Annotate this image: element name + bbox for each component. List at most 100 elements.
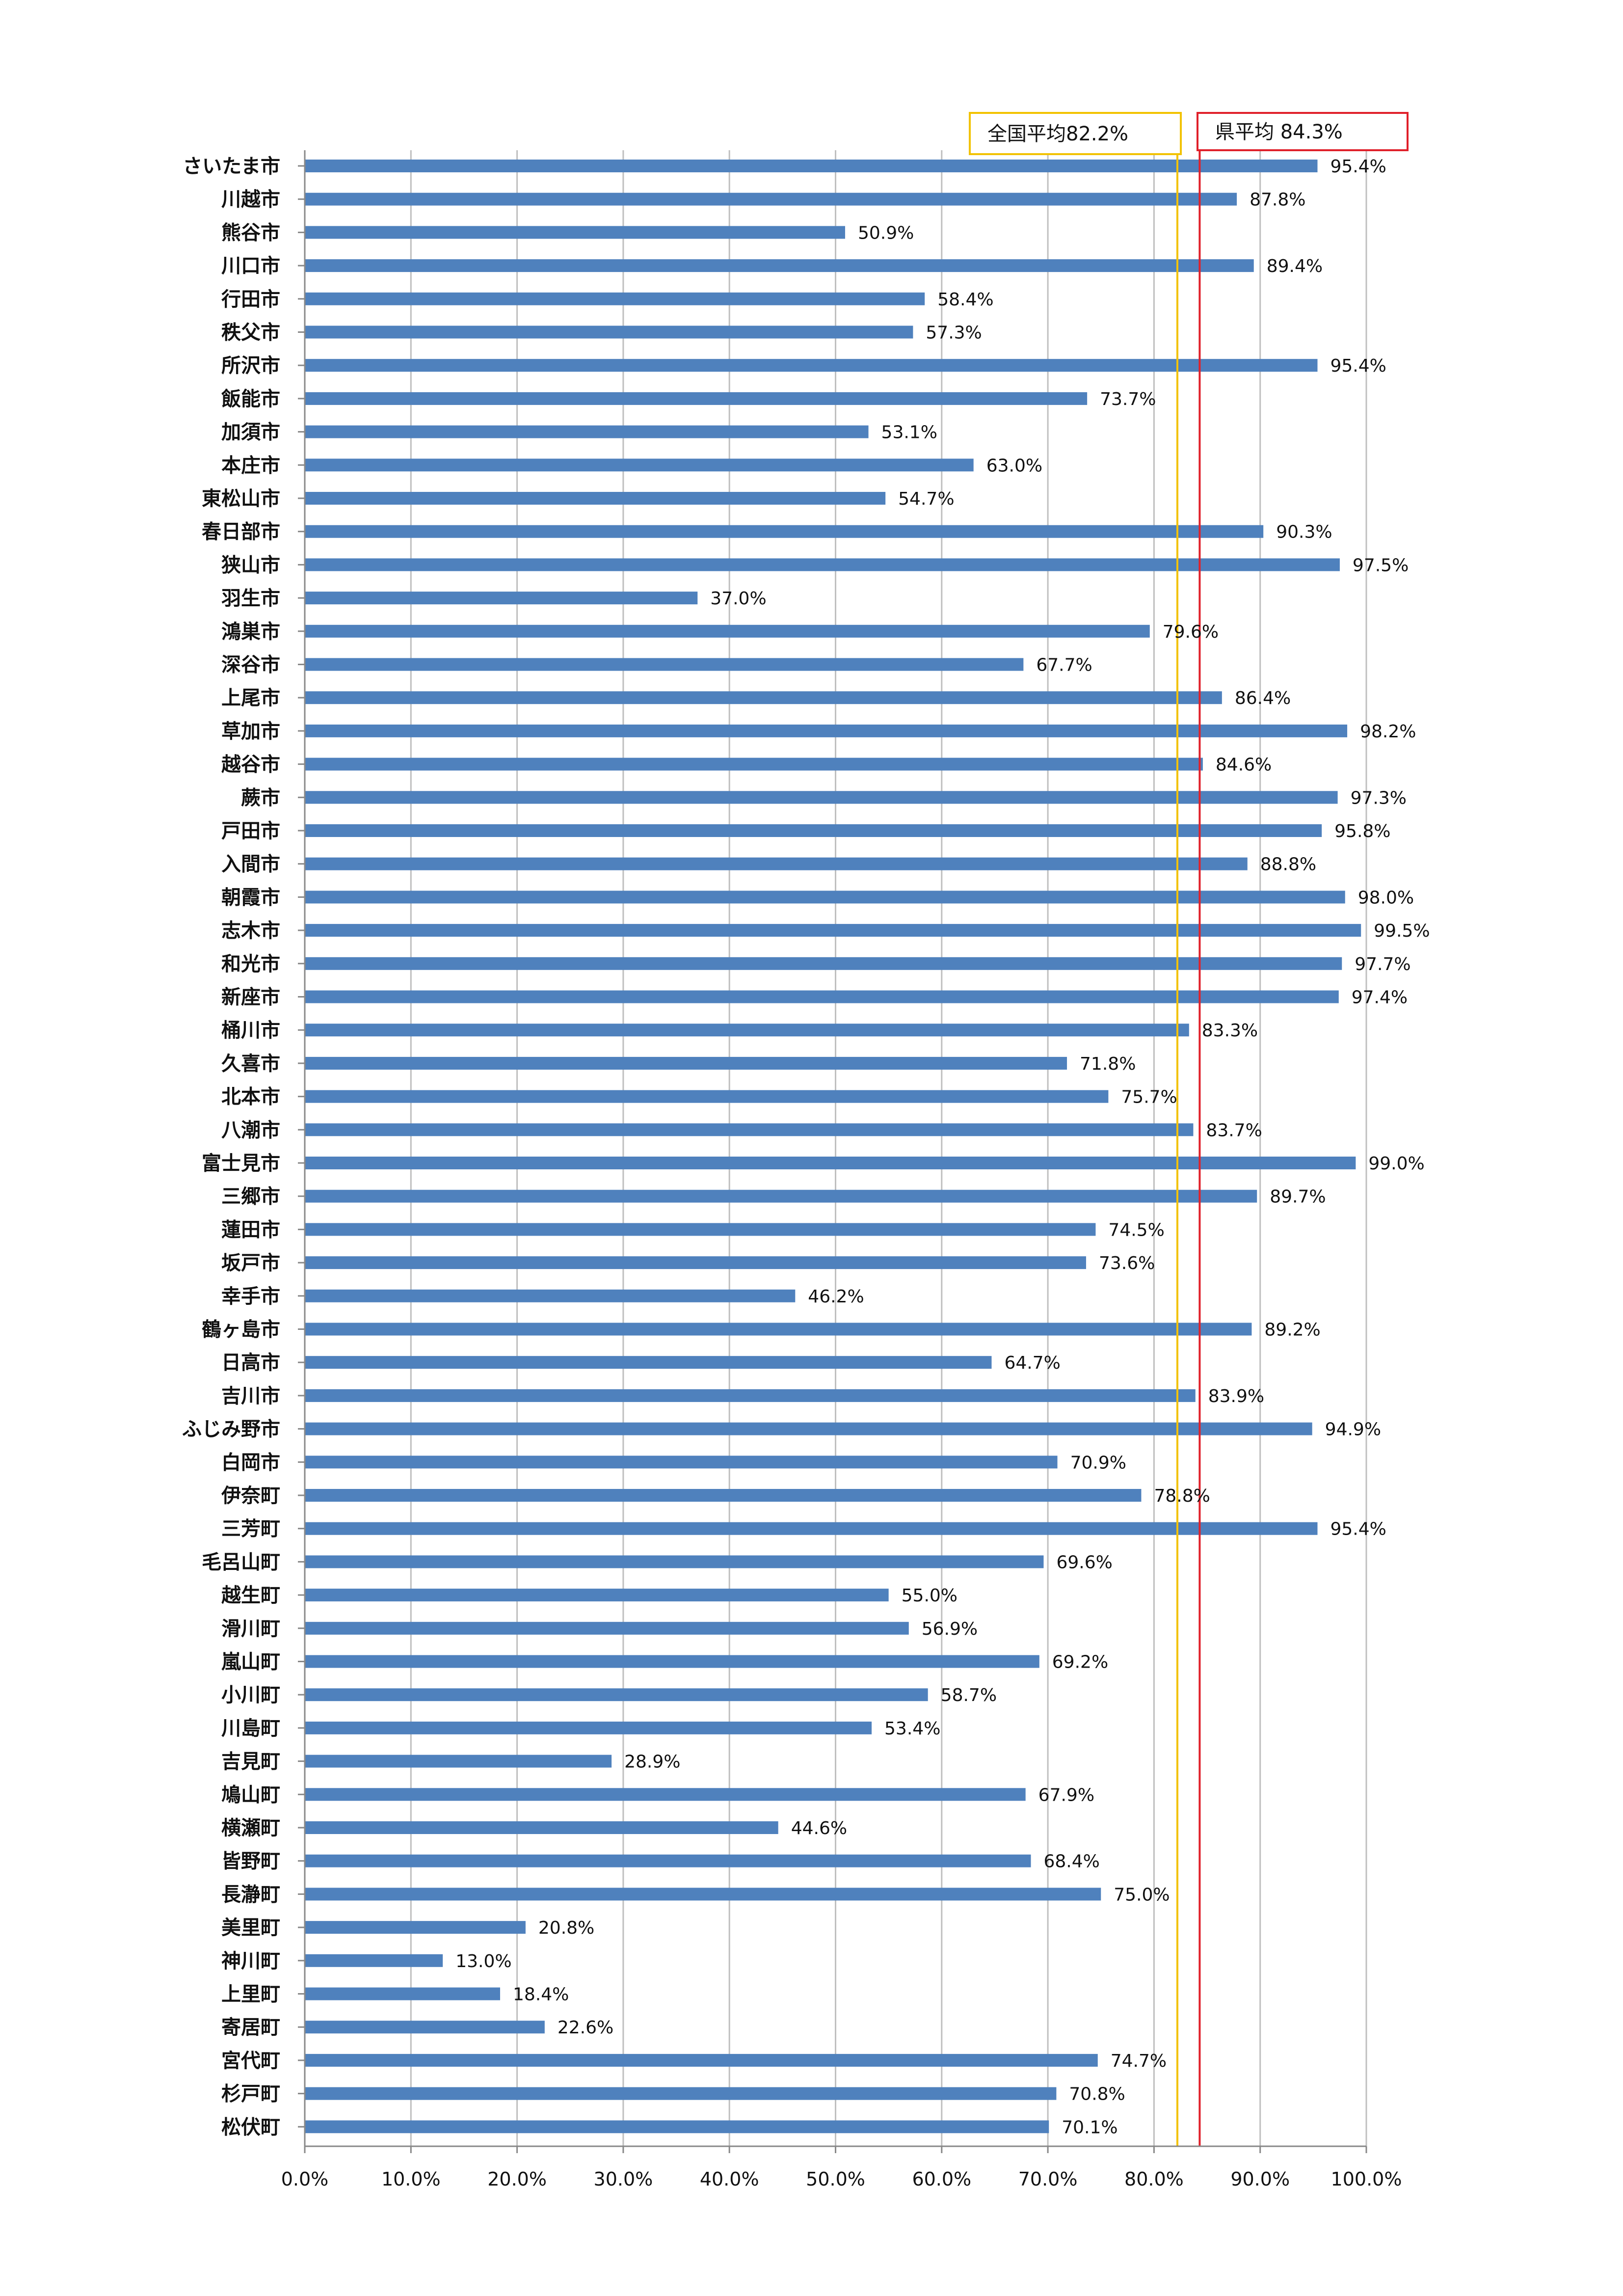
data-label: 94.9% [1325,1420,1381,1440]
reference-label: 県平均 84.3% [1215,121,1343,143]
data-label: 54.7% [898,489,954,509]
category-label: 桶川市 [221,1019,280,1042]
data-label: 95.4% [1330,356,1386,376]
bar [305,2021,545,2034]
bar [305,2053,1098,2067]
data-label: 73.7% [1100,389,1156,409]
data-label: 37.0% [710,589,766,609]
data-label: 89.2% [1264,1320,1320,1340]
bar [305,658,1024,671]
bar [305,1788,1026,1801]
data-label: 67.9% [1038,1785,1094,1805]
category-label: 志木市 [221,919,280,942]
bar [305,292,925,305]
bar [305,624,1150,638]
data-label: 86.4% [1235,688,1291,708]
bar [305,1854,1031,1867]
category-label: 滑川町 [221,1618,280,1640]
bar [305,1323,1252,1336]
bar [305,525,1264,538]
bar [305,1223,1096,1236]
category-label: 入間市 [221,853,280,876]
bar [305,1888,1101,1901]
category-label: 三郷市 [221,1186,280,1208]
bar [305,791,1338,804]
x-tick-label: 100.0% [1331,2168,1402,2190]
category-label: 毛呂山町 [202,1551,280,1573]
bar [305,192,1237,206]
bar [305,1555,1044,1568]
category-label: 久喜市 [221,1053,280,1075]
bars [305,160,1361,2134]
data-label: 57.3% [926,323,982,343]
bar [305,1289,796,1302]
bar [305,724,1348,737]
bar [305,1389,1196,1402]
data-label: 18.4% [513,1985,569,2005]
bar [305,226,845,239]
bar [305,1456,1058,1469]
bar [305,325,913,339]
bar [305,1655,1039,1668]
category-label: 川島町 [221,1717,280,1740]
data-label: 53.4% [884,1719,940,1739]
category-label: 白岡市 [221,1451,280,1474]
bar [305,1621,909,1635]
reference-label: 全国平均82.2% [987,123,1128,145]
bar [305,259,1254,272]
data-label: 97.4% [1352,988,1408,1008]
data-label: 98.2% [1360,722,1416,742]
category-label: 鶴ヶ島市 [202,1319,280,1341]
bar [305,1688,928,1702]
data-label: 73.6% [1099,1253,1155,1273]
bar [305,1721,872,1734]
data-label: 71.8% [1080,1054,1136,1074]
category-label: 熊谷市 [221,221,280,244]
data-label: 46.2% [808,1287,864,1307]
category-label: 三芳町 [221,1518,280,1540]
x-tick-label: 0.0% [281,2168,329,2190]
data-label: 28.9% [624,1752,680,1772]
category-label: 東松山市 [202,487,280,510]
data-label: 89.7% [1270,1187,1326,1207]
category-label: 本庄市 [221,454,280,477]
data-label: 74.5% [1108,1220,1164,1240]
category-label: 深谷市 [221,654,280,676]
data-label: 97.7% [1355,954,1410,974]
data-label: 97.5% [1353,555,1409,575]
bar [305,160,1318,172]
bar [305,1024,1189,1037]
data-label: 95.8% [1334,821,1390,841]
bar [305,359,1318,372]
data-label: 70.9% [1070,1453,1126,1473]
data-label: 58.4% [937,290,993,310]
data-label: 89.4% [1267,256,1323,276]
category-label: 吉川市 [221,1385,280,1407]
bar [305,824,1322,837]
category-label: 皆野町 [221,1850,280,1873]
category-label: 朝霞市 [221,886,280,909]
category-label: 北本市 [221,1086,280,1108]
data-label: 69.2% [1052,1652,1108,1673]
bar [305,1422,1312,1435]
category-label: 和光市 [221,953,280,975]
bar [305,1157,1356,1169]
data-label: 99.5% [1374,921,1430,941]
bar [305,1821,778,1834]
category-label: 加須市 [221,421,280,444]
category-label: 鳩山町 [221,1783,280,1806]
x-tick-label: 20.0% [487,2168,547,2190]
grid-lines [410,150,1367,2146]
data-label: 69.6% [1056,1552,1112,1572]
data-label: 78.8% [1154,1486,1210,1506]
bar [305,1256,1086,1270]
data-label: 95.4% [1330,1519,1386,1540]
category-label: 富士見市 [202,1152,280,1175]
bar [305,857,1248,870]
reference-label-box [969,112,1182,155]
data-label: 83.3% [1202,1021,1258,1041]
data-label: 22.6% [558,2018,613,2038]
bar [305,1987,500,2000]
category-label: 草加市 [221,720,280,743]
